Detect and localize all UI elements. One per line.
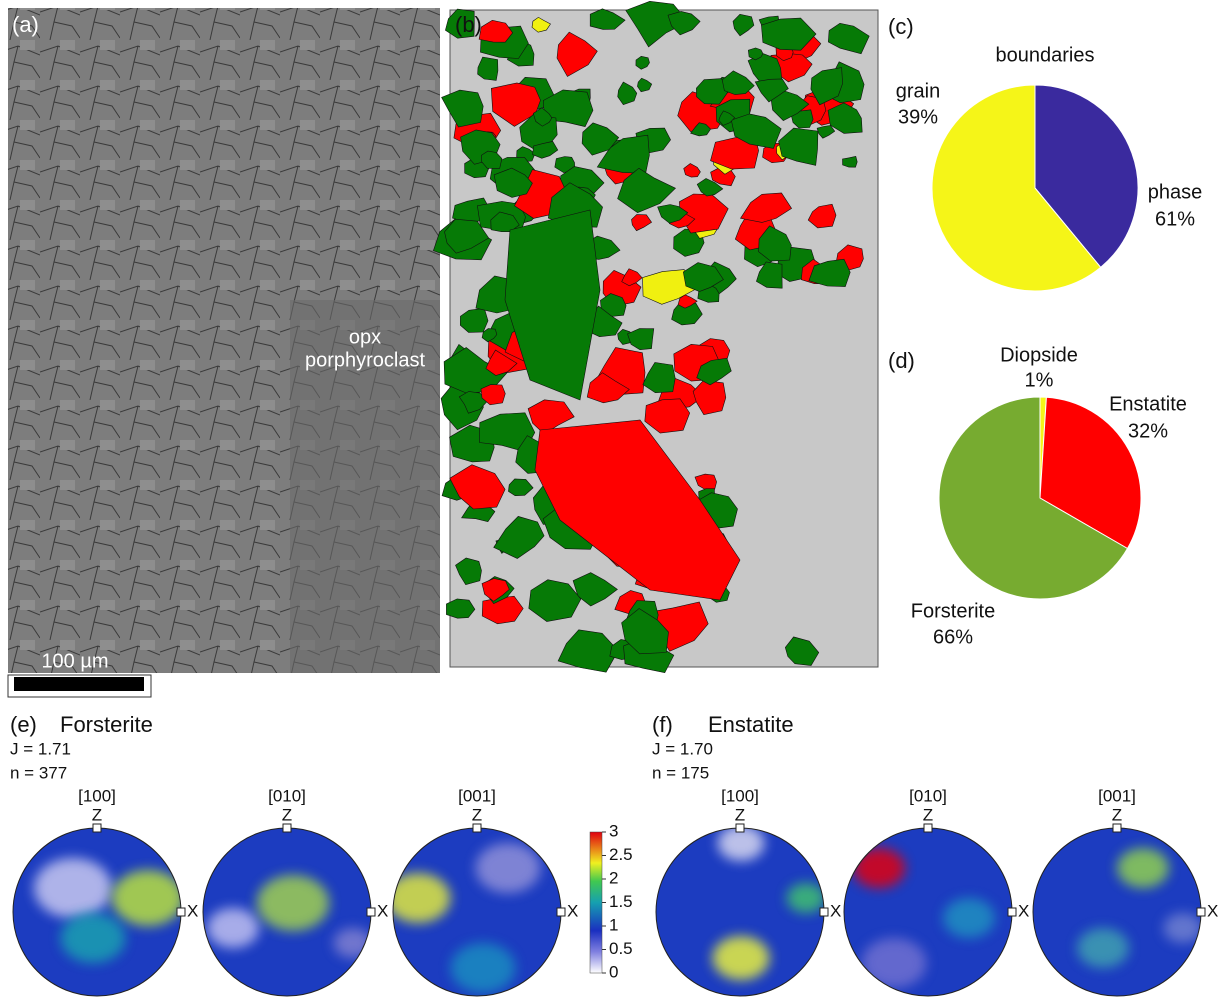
z-label: Z (282, 805, 292, 824)
density-blob (1117, 848, 1169, 888)
density-blob (712, 936, 769, 980)
density-blob (334, 928, 373, 958)
slice-label: grain (896, 80, 940, 102)
panel-letter: (e) (10, 712, 37, 737)
colorbar-tick-label: 0 (609, 962, 618, 981)
axis-name: [001] (1098, 786, 1136, 805)
z-marker (924, 824, 932, 832)
colorbar-tick-label: 2.5 (609, 845, 633, 864)
pole-figure: [100]Z X (656, 786, 841, 996)
grain (442, 90, 484, 127)
density-blob (853, 848, 905, 888)
j-index: J = 1.71 (10, 739, 71, 758)
x-marker (1008, 908, 1016, 916)
n-count: n = 377 (10, 763, 67, 782)
colorbar-tick-label: 2 (609, 868, 618, 887)
slice-value: 61% (1155, 208, 1195, 230)
pole-figure: [100]Z X (13, 786, 198, 996)
panel-letter: (c) (888, 14, 914, 39)
colorbar-tick-label: 1 (609, 915, 618, 934)
x-label: X (1018, 901, 1029, 920)
density-blob (34, 858, 112, 918)
x-label: X (567, 901, 578, 920)
density-blob (943, 898, 995, 938)
n-count: n = 175 (652, 763, 709, 782)
x-marker (177, 908, 185, 916)
x-marker (820, 908, 828, 916)
phase-name: Forsterite (60, 712, 153, 737)
colorbar-tick-label: 0.5 (609, 939, 633, 958)
z-label: Z (1112, 805, 1122, 824)
slice-value: 39% (898, 106, 938, 128)
x-label: X (187, 901, 198, 920)
panel-letter: (b) (455, 12, 482, 37)
z-label: Z (92, 805, 102, 824)
axis-name: [010] (268, 786, 306, 805)
z-marker (473, 824, 481, 832)
x-label: X (377, 901, 388, 920)
pie-title: boundaries (996, 44, 1095, 66)
z-label: Z (735, 805, 745, 824)
panel-letter: (a) (12, 12, 39, 37)
pole-bg (1033, 828, 1201, 996)
z-marker (736, 824, 744, 832)
density-blob (61, 913, 126, 963)
colorbar-tick-label: 1.5 (609, 892, 633, 911)
density-blob (862, 938, 927, 988)
pole-figure: [001]Z X (386, 786, 579, 996)
z-marker (1113, 824, 1121, 832)
density-blob (451, 943, 516, 993)
axis-name: [001] (458, 786, 496, 805)
x-marker (367, 908, 375, 916)
x-marker (1197, 908, 1205, 916)
z-label: Z (923, 805, 933, 824)
axis-name: [100] (78, 786, 116, 805)
x-label: X (1207, 901, 1218, 920)
axis-name: [010] (909, 786, 947, 805)
pole-figure: [010]Z X (844, 786, 1029, 996)
slice-label: Enstatite (1109, 393, 1187, 415)
scale-label: 100 µm (41, 650, 108, 672)
annotation: opx (349, 326, 381, 348)
panel-letter: (d) (888, 348, 915, 373)
phase-name: Enstatite (708, 712, 794, 737)
density-blob (1077, 928, 1129, 968)
density-blob (476, 843, 541, 893)
x-label: X (830, 901, 841, 920)
density-blob (207, 908, 259, 948)
j-index: J = 1.70 (652, 739, 713, 758)
scale-bar (14, 677, 144, 691)
z-marker (93, 824, 101, 832)
slice-value: 1% (1025, 369, 1054, 391)
colorbar-tick-label: 3 (609, 821, 618, 840)
pole-figure: [010]Z X (203, 786, 388, 996)
z-label: Z (472, 805, 482, 824)
x-marker (557, 908, 565, 916)
density-blob (386, 873, 451, 923)
slice-label: Diopside (1000, 344, 1078, 366)
z-marker (283, 824, 291, 832)
slice-value: 66% (933, 626, 973, 648)
annotation: porphyroclast (305, 349, 426, 371)
figure: (a) opx porphyroclast 100 µm (b) (c) (d)… (0, 0, 1225, 999)
axis-name: [100] (721, 786, 759, 805)
pole-figure: [001]Z X (1033, 786, 1218, 996)
slice-value: 32% (1128, 420, 1168, 442)
colorbar (590, 832, 602, 973)
density-blob (257, 875, 330, 931)
panel-letter: (f) (652, 712, 673, 737)
slice-label: phase (1148, 181, 1203, 203)
slice-label: Forsterite (911, 600, 995, 622)
